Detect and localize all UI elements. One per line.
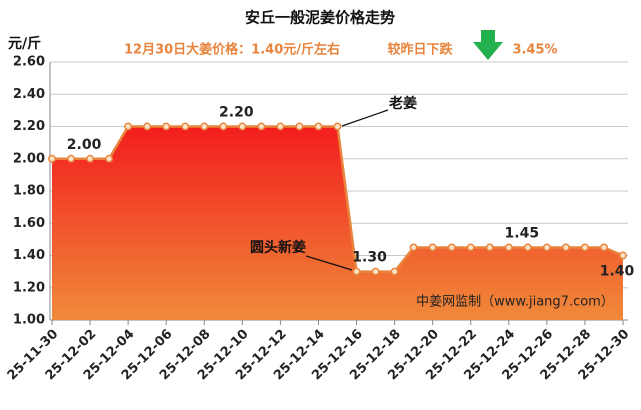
point — [409, 243, 418, 252]
subtitle: 12月30日大姜价格：1.40元/斤左右 — [124, 42, 340, 58]
chart-title: 安丘一般泥姜价格走势 — [245, 9, 395, 27]
point — [504, 243, 513, 252]
point — [371, 267, 380, 276]
point — [314, 122, 323, 131]
point — [200, 122, 209, 131]
point — [580, 243, 589, 252]
y-tick-label: 2.40 — [13, 87, 45, 102]
point — [105, 154, 114, 163]
y-tick-label: 2.60 — [13, 55, 45, 70]
source: 中姜网监制（www.jiang7.com） — [416, 295, 614, 310]
point — [600, 243, 608, 252]
point — [447, 243, 456, 252]
point — [276, 122, 285, 131]
point — [238, 122, 247, 131]
point — [485, 243, 494, 252]
y-tick-label: 2.20 — [13, 119, 45, 134]
y-tick-label: 1.00 — [13, 313, 45, 328]
value-label: 1.30 — [352, 250, 387, 266]
point — [295, 122, 304, 131]
point — [466, 243, 475, 252]
down-arrow — [473, 30, 503, 60]
point — [333, 122, 342, 131]
value-label: 2.00 — [67, 137, 102, 153]
y-tick-label: 1.80 — [13, 184, 45, 199]
y-tick-label: 2.00 — [13, 151, 45, 166]
point — [181, 122, 190, 131]
annotation: 老姜 — [389, 95, 417, 112]
y-axis-label: 元/斤 — [8, 35, 41, 52]
point — [48, 154, 56, 163]
point — [619, 251, 627, 260]
value-label: 2.20 — [219, 105, 254, 121]
annotation-arrow — [305, 255, 353, 271]
value-label: 1.45 — [505, 225, 540, 241]
y-tick-label: 1.60 — [13, 216, 45, 231]
point — [523, 243, 532, 252]
point — [219, 122, 228, 131]
change-value: 3.45% — [512, 43, 557, 58]
point — [86, 154, 95, 163]
annotation-arrow — [341, 109, 389, 127]
point — [390, 267, 399, 276]
point — [143, 122, 152, 131]
point — [257, 122, 266, 131]
point — [124, 122, 133, 131]
point — [67, 154, 75, 163]
area — [52, 126, 623, 320]
point — [352, 267, 361, 276]
point — [162, 122, 171, 131]
change-text: 较昨日下跌 — [387, 42, 453, 58]
y-tick-label: 1.20 — [13, 280, 45, 295]
point — [542, 243, 551, 252]
point — [561, 243, 570, 252]
y-tick-label: 1.40 — [13, 248, 45, 263]
point — [428, 243, 437, 252]
value-label: 1.40 — [600, 264, 635, 280]
annotation: 圆头新姜 — [250, 239, 306, 256]
